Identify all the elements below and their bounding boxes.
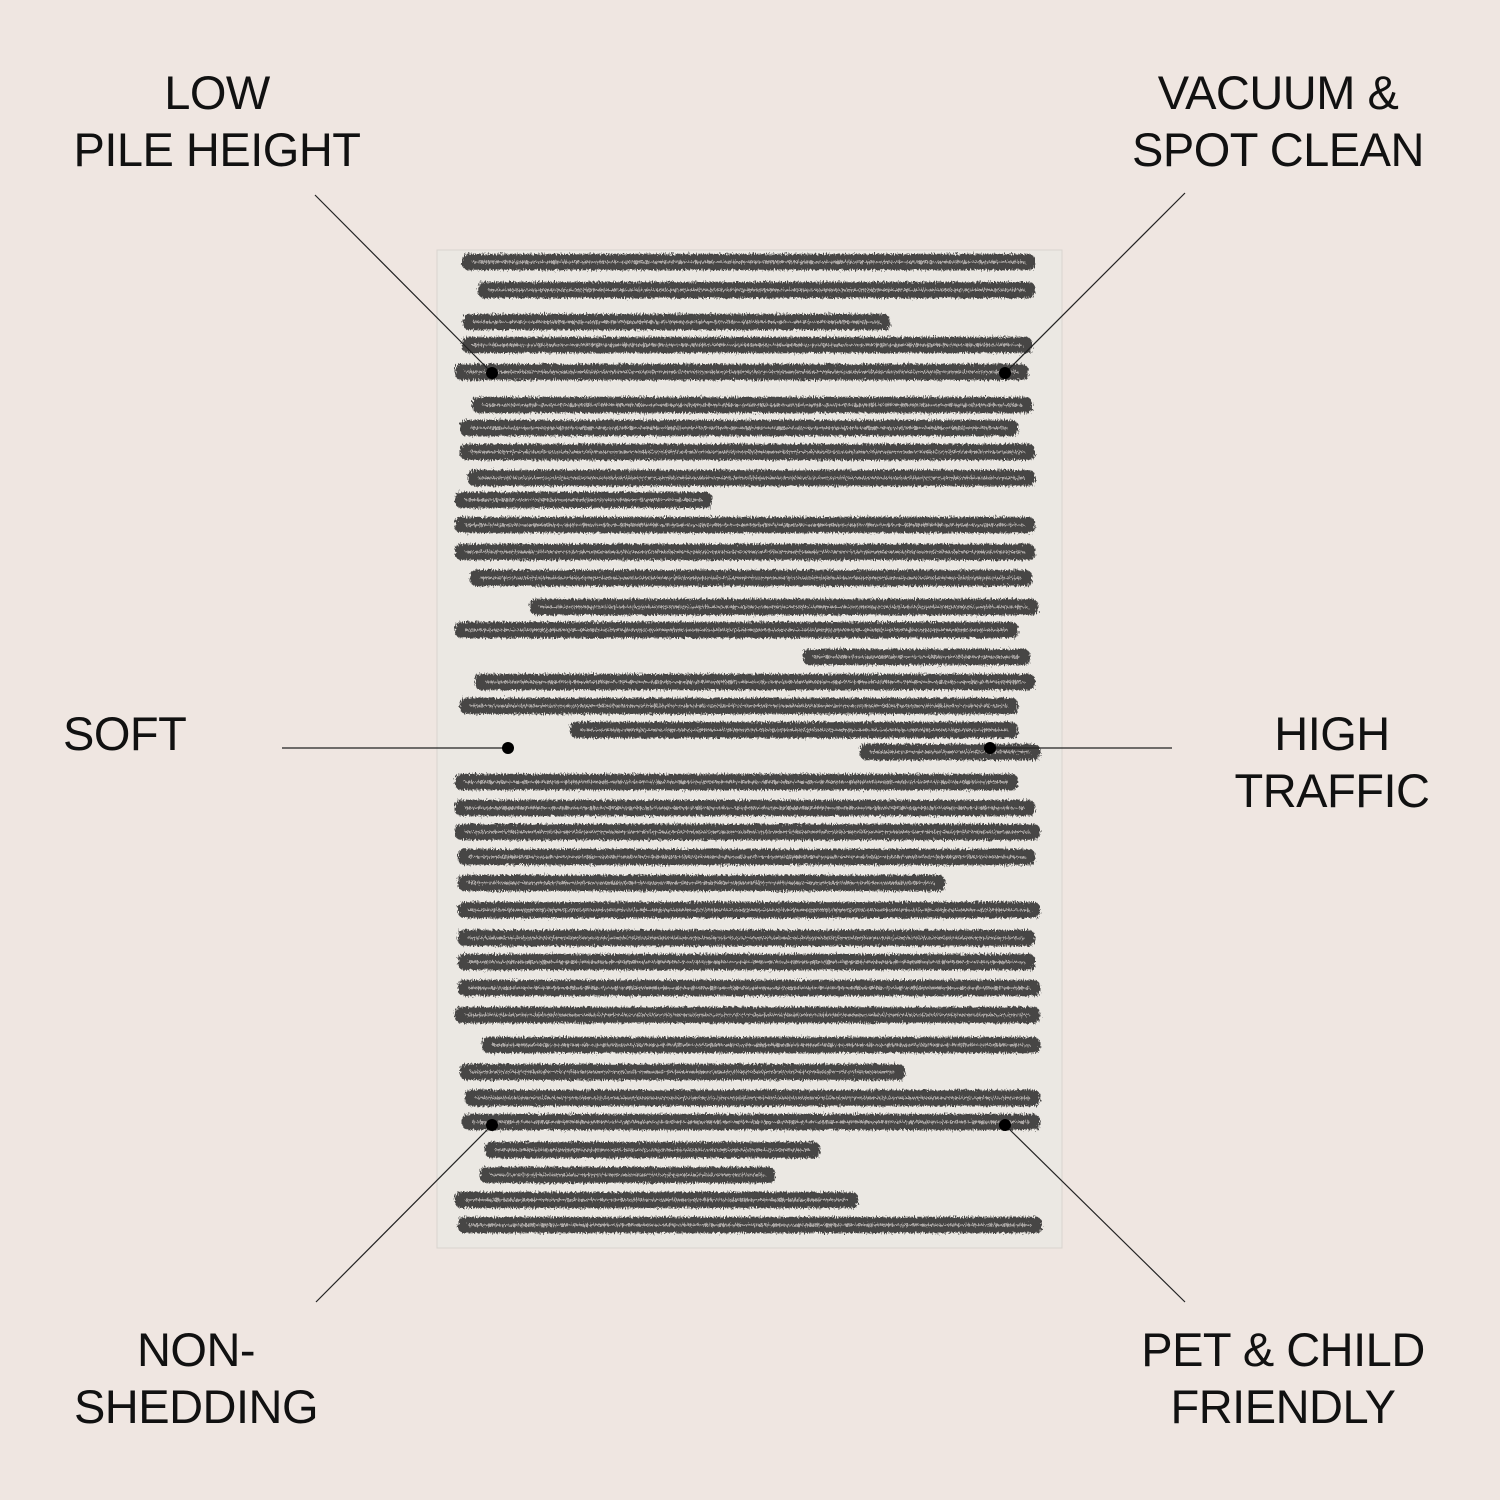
feature-soft: SOFT (63, 705, 187, 762)
label-line: HIGH (1274, 707, 1390, 760)
label-line: NON- (136, 1323, 256, 1376)
label-line: VACUUM & (1157, 66, 1399, 119)
callout-dot (486, 367, 498, 379)
feature-low-pile-height: LOW PILE HEIGHT (62, 64, 372, 178)
label-line: PET & CHILD (1141, 1323, 1425, 1376)
feature-non-shedding: NON- SHEDDING (62, 1321, 330, 1435)
feature-high-traffic: HIGH TRAFFIC (1222, 705, 1442, 819)
label-line: PILE HEIGHT (73, 123, 361, 176)
callout-dot (502, 742, 514, 754)
feature-pet-child-friendly: PET & CHILD FRIENDLY (1126, 1321, 1440, 1435)
callout-dot (999, 367, 1011, 379)
label-line: FRIENDLY (1170, 1380, 1396, 1433)
label-line: TRAFFIC (1234, 764, 1430, 817)
callout-dot (486, 1119, 498, 1131)
callout-line (314, 194, 493, 374)
label-line: SHEDDING (73, 1380, 319, 1433)
callout-line (1004, 1124, 1186, 1303)
callout-dot (999, 1119, 1011, 1131)
callout-line (315, 1124, 493, 1303)
label-line: SOFT (63, 707, 187, 760)
label-line: SPOT CLEAN (1132, 123, 1424, 176)
feature-vacuum-spot-clean: VACUUM & SPOT CLEAN (1115, 64, 1441, 178)
callout-line (1004, 192, 1186, 374)
label-line: LOW (164, 66, 270, 119)
callout-dot (984, 742, 996, 754)
